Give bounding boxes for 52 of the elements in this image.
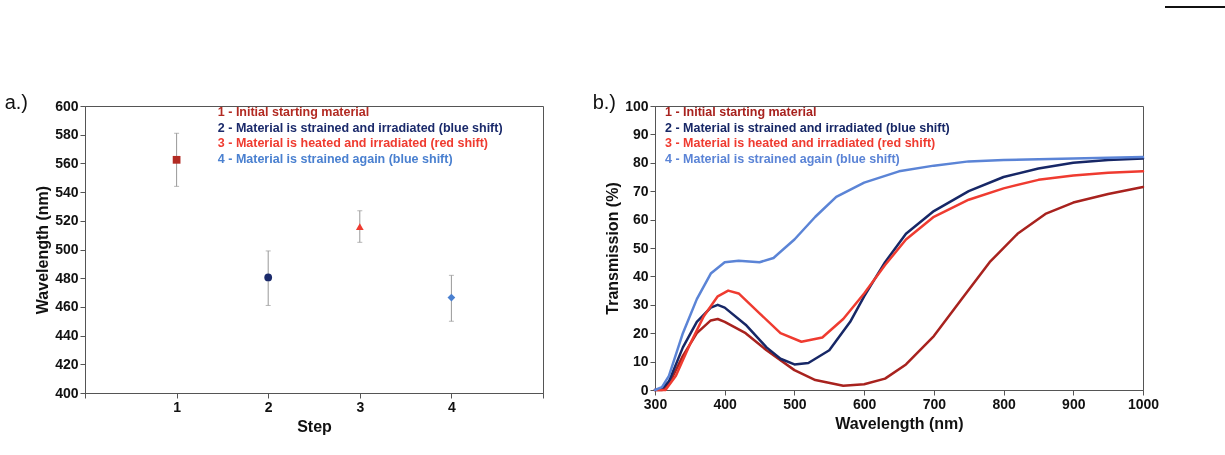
point bbox=[264, 273, 273, 282]
y-axis-title: Wavelength (nm) bbox=[34, 185, 52, 315]
x-tick-label: 2 bbox=[264, 398, 273, 415]
text: 3 - Material is heated and irradiated (red shift) bbox=[665, 136, 936, 150]
y-tick-label: 80 bbox=[632, 154, 649, 171]
text: 1 - Initial starting material bbox=[665, 105, 817, 119]
y-tick-label: 480 bbox=[55, 269, 79, 286]
text: 1 - Initial starting material bbox=[217, 105, 370, 119]
point bbox=[355, 223, 364, 230]
y-tick-label: 520 bbox=[55, 212, 79, 229]
chart-title: b.) bbox=[592, 91, 616, 113]
y-tick-label: 60 bbox=[632, 211, 649, 228]
text: 2 - Material is strained and irradiated (blue shift) bbox=[217, 120, 503, 135]
y-tick-label: 540 bbox=[55, 183, 79, 200]
x-axis-title: Step bbox=[297, 417, 333, 435]
point bbox=[172, 155, 181, 164]
y-tick-label: 20 bbox=[632, 324, 649, 341]
x-tick-label: 1000 bbox=[1127, 395, 1160, 412]
y-tick-label: 500 bbox=[55, 241, 79, 257]
x-tick-label: 800 bbox=[992, 395, 1016, 412]
y-tick-label: 420 bbox=[55, 355, 79, 372]
text: 4 - Material is strained again (blue shift) bbox=[217, 151, 453, 166]
x-tick-label: 300 bbox=[643, 395, 668, 412]
y-tick-label: 70 bbox=[632, 182, 649, 199]
x-tick-label: 600 bbox=[852, 395, 877, 412]
text: 2 - Material is strained and irradiated (blue shift) bbox=[665, 120, 950, 135]
x-tick-label: 3 bbox=[356, 398, 365, 415]
y-tick-label: 460 bbox=[55, 298, 79, 315]
x-tick-label: 700 bbox=[922, 395, 947, 412]
x-tick-label: 500 bbox=[783, 395, 807, 412]
x-axis-title: Wavelength (nm) bbox=[835, 414, 964, 432]
y-tick-label: 40 bbox=[632, 267, 649, 284]
y-tick-label: 30 bbox=[632, 296, 649, 313]
y-tick-label: 560 bbox=[55, 154, 79, 171]
y-tick-label: 10 bbox=[632, 353, 649, 370]
y-tick-label: 0 bbox=[640, 381, 649, 398]
y-tick-label: 580 bbox=[55, 126, 79, 143]
y-tick-label: 440 bbox=[55, 327, 79, 344]
x-tick-label: 1 bbox=[173, 398, 182, 415]
chart-title: a.) bbox=[4, 91, 28, 113]
x-tick-label: 4 bbox=[448, 398, 456, 415]
y-tick-label: 100 bbox=[625, 97, 649, 114]
y-tick-label: 50 bbox=[632, 239, 649, 256]
y-tick-label: 90 bbox=[632, 125, 649, 142]
point bbox=[447, 293, 456, 302]
text: 3 - Material is heated and irradiated (red shift) bbox=[217, 136, 489, 150]
y-tick-label: 400 bbox=[55, 384, 79, 401]
series-label: 4 - Material is strained again (blue shift) bbox=[665, 151, 900, 166]
y-axis-title: Transmission (%) bbox=[604, 182, 622, 315]
y-tick-label: 600 bbox=[55, 97, 79, 114]
x-tick-label: 400 bbox=[713, 395, 738, 412]
x-tick-label: 900 bbox=[1062, 395, 1086, 412]
